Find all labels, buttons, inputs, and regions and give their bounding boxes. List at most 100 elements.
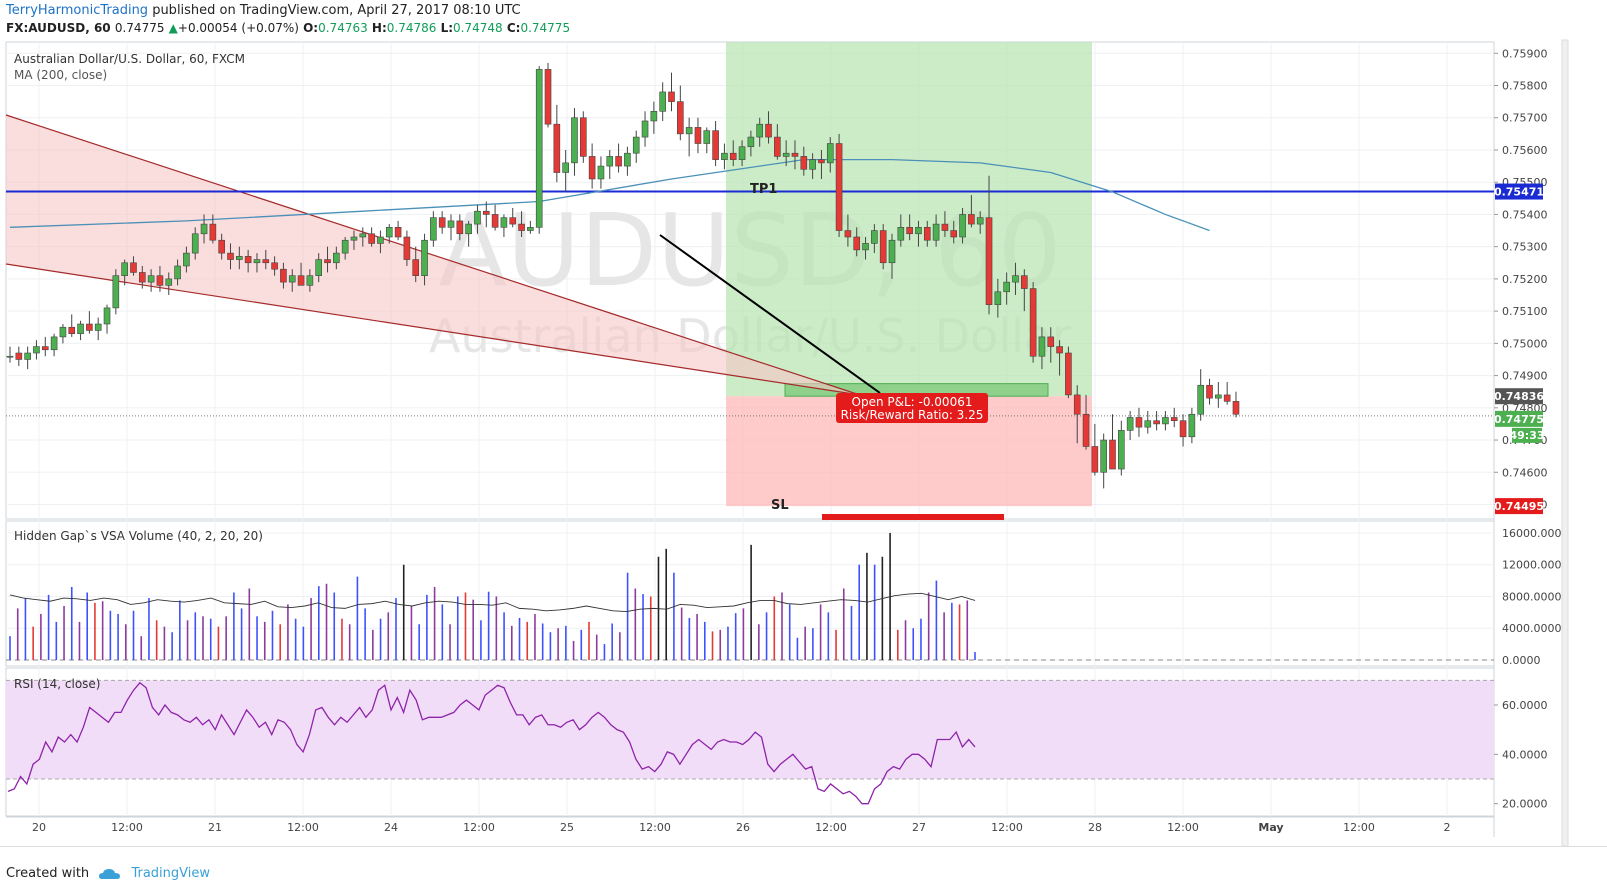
candle-body	[932, 223, 940, 241]
volume-ma-line	[9, 592, 976, 613]
candle-body	[535, 69, 543, 228]
candle-body	[6, 355, 14, 358]
scrollbar-track[interactable]	[1561, 39, 1569, 847]
last-price: 0.74775	[114, 21, 165, 35]
symbol-label: FX:AUDUSD, 60	[6, 21, 111, 35]
open-value: 0.74763	[318, 21, 368, 35]
candle-body	[844, 230, 852, 238]
candle-body	[412, 259, 420, 276]
entry-price-badge-bg	[1495, 388, 1543, 405]
candle-body	[624, 152, 631, 167]
x-tick-label: 12:00	[815, 821, 847, 834]
candle-body	[721, 152, 728, 160]
candle-body	[491, 214, 499, 228]
candle-body	[333, 252, 340, 264]
countdown-badge: 49:33	[1509, 429, 1544, 442]
pnl-text: Open P&L: -0.00061	[852, 395, 973, 409]
candle-body	[1091, 446, 1099, 473]
triangle-lower-line	[5, 263, 861, 396]
close-label: C:	[506, 21, 521, 35]
x-tick-label: 12:00	[463, 821, 495, 834]
tradingview-link[interactable]: TradingView	[131, 866, 210, 881]
x-tick-label: 2	[1444, 821, 1451, 834]
candle-body	[835, 143, 843, 231]
candle-body	[571, 117, 578, 164]
candle-body	[1232, 401, 1240, 415]
candle-body	[1047, 336, 1055, 347]
candle-body	[191, 233, 199, 254]
candle-body	[1029, 288, 1037, 357]
candle-body	[1144, 420, 1152, 428]
candle-body	[59, 326, 67, 338]
candle-body	[606, 156, 614, 167]
candle-body	[1065, 352, 1072, 396]
candle-body	[703, 130, 711, 144]
candle-body	[394, 227, 402, 238]
x-tick-label: 20	[32, 821, 46, 834]
price-tick-label: 0.75800	[1502, 80, 1548, 93]
pnl-badge	[836, 393, 988, 423]
price-tick-label: 0.75600	[1502, 144, 1548, 157]
footer-divider	[0, 846, 1607, 847]
risk-reward-text: Risk/Reward Ratio: 3.25	[841, 408, 984, 422]
candle-body	[1012, 275, 1019, 283]
candle-body	[994, 291, 1002, 305]
candle-body	[1153, 420, 1160, 425]
candle-body	[1082, 413, 1090, 447]
volume-indicator-title: Hidden Gap`s VSA Volume (40, 2, 20, 20)	[14, 529, 263, 543]
candle-body	[77, 323, 84, 334]
candle-body	[906, 227, 913, 235]
candle-body	[818, 159, 825, 164]
candle-body	[474, 210, 481, 225]
candle-body	[632, 136, 640, 154]
x-tick-label: 12:00	[991, 821, 1023, 834]
candle-body	[482, 210, 490, 215]
candle-body	[50, 336, 58, 351]
price-tick-label: 0.74600	[1502, 466, 1548, 479]
candle-body	[103, 307, 111, 325]
volume-tick-label: 8000.0000	[1502, 590, 1562, 603]
candle-body	[24, 352, 31, 360]
high-value: 0.74786	[386, 21, 437, 35]
author-link[interactable]: TerryHarmonicTrading	[6, 3, 149, 18]
sl-label: SL	[771, 498, 789, 513]
candle-body	[774, 136, 781, 157]
candle-body	[359, 233, 367, 238]
stop-price-badge: 0.74495	[1494, 500, 1544, 513]
rsi-tick-label: 20.0000	[1502, 798, 1548, 811]
candle-body	[1215, 394, 1222, 399]
candle-body	[588, 156, 596, 180]
x-tick-label: 24	[384, 821, 398, 834]
low-value: 0.74748	[453, 21, 503, 35]
candle-body	[86, 323, 93, 331]
high-label: H:	[371, 21, 387, 35]
x-tick-label: 26	[736, 821, 750, 834]
candle-body	[156, 275, 164, 286]
candle-body	[465, 223, 472, 235]
candle-body	[747, 136, 755, 148]
candle-body	[544, 69, 552, 125]
candle-body	[200, 223, 208, 235]
candle-body	[791, 152, 799, 157]
candle-body	[685, 127, 693, 135]
candle-body	[147, 275, 155, 283]
rsi-band	[6, 680, 1494, 779]
volume-tick-label: 12000.0000	[1502, 559, 1568, 572]
candle-body	[1073, 394, 1081, 415]
x-tick-label: 12:00	[111, 821, 143, 834]
candle-body	[447, 220, 455, 228]
price-tick-label: 0.75700	[1502, 112, 1548, 125]
low-label: L:	[440, 21, 454, 35]
rsi-tick-label: 40.0000	[1502, 748, 1548, 761]
candle-body	[677, 101, 684, 135]
candle-body	[976, 217, 984, 225]
candle-body	[236, 256, 243, 260]
candle-body	[1100, 439, 1107, 473]
tp1-label: TP1	[750, 182, 777, 197]
candle-body	[271, 262, 278, 270]
candle-body	[430, 217, 437, 241]
candle-body	[297, 275, 305, 286]
rsi-line	[7, 681, 976, 805]
price-tick-label: 0.75200	[1502, 273, 1548, 286]
